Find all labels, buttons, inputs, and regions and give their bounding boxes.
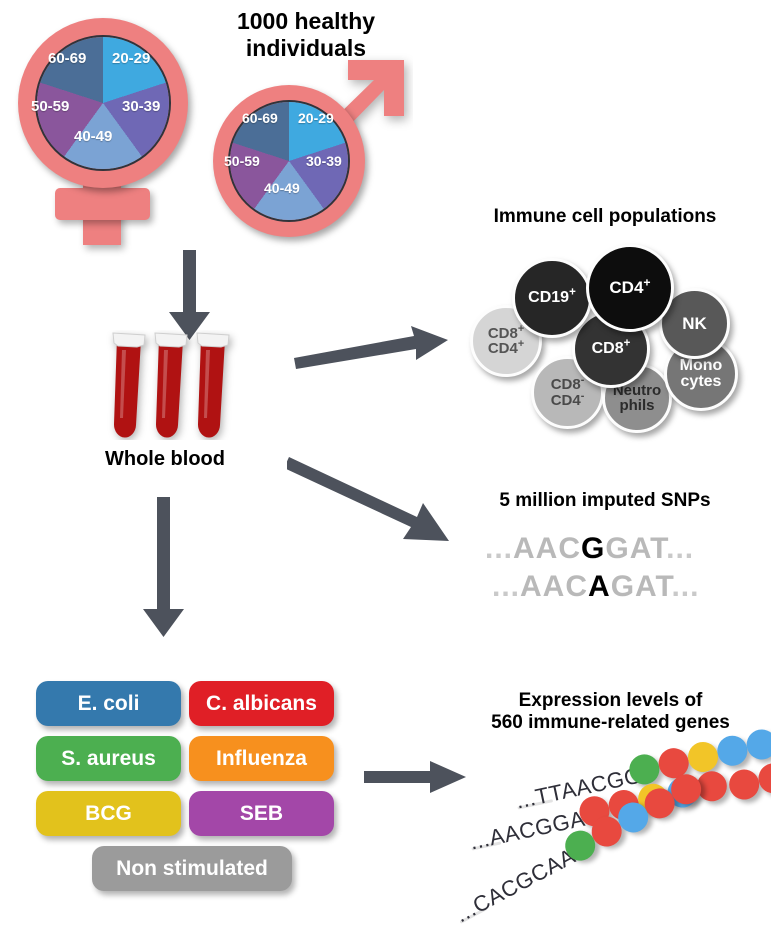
pie-label-50-59: 50-59	[224, 153, 260, 169]
immune-cell-cd19p: CD19+	[512, 258, 592, 338]
arrow-blood-to-stimulations	[143, 497, 184, 637]
snp-prefix: ...	[485, 532, 514, 565]
page-title: 1000 healthy individuals	[176, 8, 436, 62]
stimulation-pill-e-coli[interactable]: E. coli	[36, 681, 181, 726]
immune-cell-label: CD8+ CD4+	[487, 322, 525, 357]
snp-right: GAT	[610, 570, 672, 603]
immune-cell-cd4p: CD4+	[586, 244, 674, 332]
stimulation-pill-influenza[interactable]: Influenza	[189, 736, 334, 781]
pie-label-20-29: 20-29	[112, 50, 151, 67]
immune-cell-cd8n-cd4n: CD8- CD4-	[531, 356, 604, 429]
snp-allele-row-1: ...AACGGAT...	[485, 532, 694, 566]
male-symbol: 20-29 30-39 40-49 50-59 60-69	[198, 50, 413, 250]
pie-slice-60-69	[37, 37, 169, 169]
pie-label-20-29: 20-29	[298, 110, 334, 126]
snp-highlight: A	[588, 570, 611, 603]
arrow-blood-to-snps	[287, 457, 449, 541]
arrow-blood-to-immune-cells	[294, 326, 448, 369]
stimulation-pill-seb[interactable]: SEB	[189, 791, 334, 836]
blood-tubes	[100, 330, 260, 440]
male-age-pie	[228, 100, 350, 222]
expression-heading-line1: Expression levels of	[518, 690, 703, 711]
arrow-stimulations-to-expression	[364, 761, 466, 793]
pie-label-50-59: 50-59	[31, 98, 70, 115]
snp-highlight: G	[581, 532, 606, 565]
immune-cell-label: Neutro phils	[612, 381, 662, 414]
snp-suffix: ...	[666, 532, 695, 565]
snp-right: GAT	[605, 532, 667, 565]
blood-tube	[154, 332, 188, 438]
gene-strand-bases: ...CACGCAA	[451, 843, 580, 928]
stimulation-pill-c-albicans[interactable]: C. albicans	[189, 681, 334, 726]
immune-cell-cd8p-cd4p: CD8+ CD4+	[470, 305, 542, 377]
pie-label-40-49: 40-49	[264, 180, 300, 196]
female-age-pie	[35, 35, 171, 171]
immune-cell-label: NK	[682, 313, 707, 333]
arrow-individuals-to-blood	[169, 250, 210, 340]
stimulation-pill-s-aureus[interactable]: S. aureus	[36, 736, 181, 781]
snp-left: AAC	[513, 532, 582, 565]
immune-cell-nk: NK	[659, 288, 730, 359]
pie-label-60-69: 60-69	[48, 50, 87, 67]
expression-heading: Expression levels of 560 immune-related …	[458, 690, 763, 735]
immune-heading: Immune cell populations	[493, 206, 717, 227]
whole-blood-label: Whole blood	[105, 448, 225, 470]
snp-suffix: ...	[671, 570, 700, 603]
pie-label-60-69: 60-69	[242, 110, 278, 126]
immune-cell-label: CD8+	[591, 337, 631, 357]
female-symbol: 20-29 30-39 40-49 50-59 60-69	[8, 10, 198, 245]
pie-label-30-39: 30-39	[306, 153, 342, 169]
immune-cell-cd8p: CD8+	[572, 310, 650, 388]
female-crossbar	[55, 188, 150, 220]
gene-bead	[685, 739, 721, 775]
gene-strands: ...TTAACGG ...AACGGAT ...CACGCAA	[440, 726, 771, 927]
pie-slice-60-69	[230, 102, 348, 220]
page-title-line2: individuals	[245, 35, 367, 62]
gene-bead	[714, 732, 751, 769]
stimulation-pill-bcg[interactable]: BCG	[36, 791, 181, 836]
snp-left: AAC	[520, 570, 589, 603]
pie-label-40-49: 40-49	[74, 128, 113, 145]
blood-tube	[112, 332, 146, 438]
immune-cell-monocytes: Mono cytes	[664, 337, 738, 411]
expression-heading-line2: 560 immune-related genes	[491, 712, 730, 734]
gene-bead	[726, 766, 762, 803]
stimulation-pill-non-stimulated[interactable]: Non stimulated	[92, 846, 292, 891]
page-title-line1: 1000 healthy	[236, 8, 376, 34]
blood-tube	[196, 332, 230, 438]
immune-cell-label: CD19+	[528, 286, 576, 306]
snp-allele-row-2: ...AACAGAT...	[492, 570, 699, 604]
snps-heading: 5 million imputed SNPs	[499, 490, 711, 511]
immune-cell-label: CD8- CD4-	[550, 374, 585, 409]
immune-cell-label: CD4+	[609, 275, 651, 298]
immune-cell-neutrophils: Neutro phils	[602, 363, 672, 433]
pie-label-30-39: 30-39	[122, 98, 161, 115]
snp-prefix: ...	[492, 570, 521, 603]
immune-cell-label: Mono cytes	[679, 356, 723, 390]
